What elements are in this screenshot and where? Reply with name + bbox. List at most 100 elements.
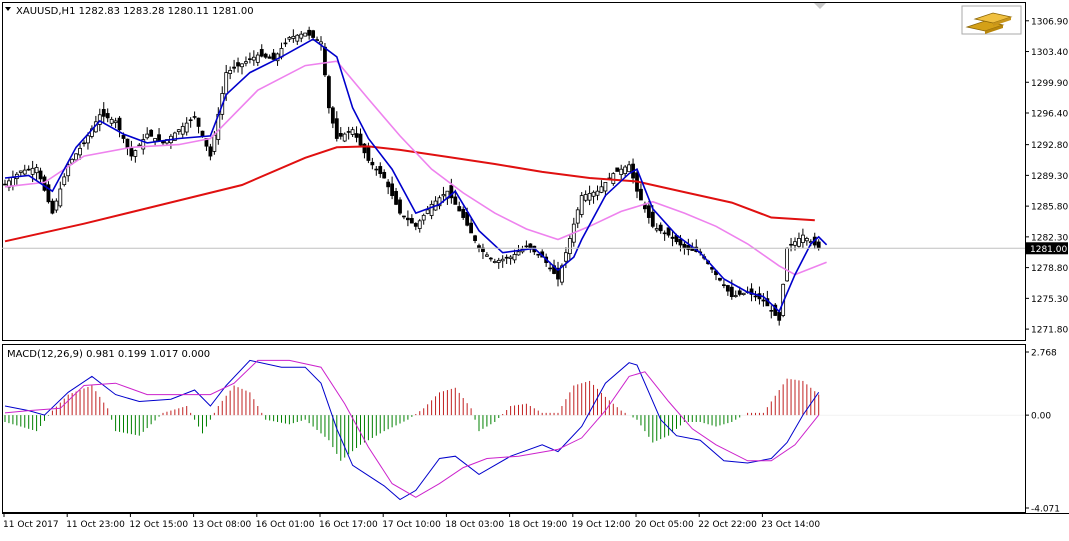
time-tick-label: 18 Oct 03:00 — [445, 520, 504, 530]
candle — [492, 258, 497, 264]
candle — [635, 170, 639, 199]
candle — [398, 197, 402, 216]
candle — [461, 206, 466, 220]
candle — [259, 44, 264, 58]
candle — [319, 36, 323, 51]
candle — [291, 29, 296, 43]
candle — [524, 240, 529, 249]
candle — [753, 290, 758, 302]
candle — [654, 223, 659, 233]
candle — [10, 170, 15, 191]
candle — [362, 143, 367, 159]
candle — [623, 165, 628, 178]
ma-fast-line — [4, 38, 828, 313]
price-panel-frame — [2, 2, 1026, 341]
price-tick-label: 1278.80 — [1031, 264, 1068, 274]
candle — [228, 66, 233, 80]
current-price-label: 1281.00 — [1030, 245, 1067, 255]
candle — [46, 181, 51, 204]
candle — [247, 52, 252, 64]
ma-slow-line — [4, 145, 815, 243]
price-tick-label: 1299.90 — [1031, 79, 1068, 89]
candle — [449, 178, 454, 204]
candle — [670, 230, 675, 247]
candle — [133, 149, 138, 163]
candle — [38, 167, 43, 184]
price-tick-label: 1296.40 — [1031, 110, 1068, 120]
candle — [413, 222, 418, 231]
candle — [236, 57, 240, 73]
price-tick-label: 1271.80 — [1031, 326, 1068, 336]
candle — [429, 200, 434, 220]
candle — [481, 243, 485, 260]
candle — [307, 26, 312, 40]
macd-lines — [4, 359, 820, 501]
candle — [303, 32, 308, 37]
candle — [370, 157, 375, 170]
candle — [326, 74, 331, 114]
chart-menu-triangle-icon[interactable] — [814, 3, 826, 9]
candle — [82, 140, 86, 147]
candle — [390, 176, 395, 200]
candle — [330, 106, 335, 129]
price-tick-label: 1282.30 — [1031, 233, 1068, 243]
price-scale: 1306.90 1303.40 1299.90 1296.40 1292.80 1289.… — [1025, 17, 1068, 336]
candlestick-series — [3, 26, 821, 326]
candle — [22, 164, 27, 176]
candle — [797, 232, 801, 248]
candle — [536, 253, 541, 258]
candle — [773, 303, 778, 316]
time-tick-label: 11 Oct 23:00 — [66, 520, 125, 530]
symbol-menu-icon[interactable] — [5, 7, 11, 11]
candle — [58, 181, 63, 208]
candle — [66, 161, 71, 182]
candle — [14, 172, 19, 185]
time-tick-label: 17 Oct 10:00 — [382, 520, 441, 530]
candle — [741, 292, 746, 296]
candle — [469, 217, 474, 234]
candle — [129, 140, 134, 161]
moving-averages — [4, 38, 828, 313]
candle — [627, 160, 631, 173]
candle — [283, 38, 288, 47]
candle — [26, 165, 31, 171]
candle — [188, 117, 193, 128]
time-tick-label: 23 Oct 14:00 — [761, 520, 820, 530]
candle — [666, 227, 671, 238]
candle — [591, 190, 596, 204]
candle — [646, 201, 651, 224]
time-tick-label: 16 Oct 17:00 — [319, 520, 378, 530]
candle — [374, 166, 379, 176]
candle — [785, 247, 789, 282]
candle — [180, 122, 185, 138]
candle — [658, 222, 663, 234]
candle — [338, 127, 343, 140]
candle — [168, 133, 173, 149]
macd-tick-label: 2.768 — [1031, 349, 1057, 359]
candle — [3, 179, 7, 186]
candle — [615, 167, 620, 172]
time-tick-label: 12 Oct 15:00 — [129, 520, 188, 530]
candle — [789, 237, 793, 252]
candle — [50, 198, 55, 215]
candle — [295, 33, 300, 45]
candle — [184, 117, 189, 136]
candle — [255, 52, 260, 67]
candle — [473, 234, 477, 244]
candle — [718, 277, 722, 282]
candle — [192, 111, 197, 120]
candle — [579, 192, 584, 218]
price-tick-label: 1285.80 — [1031, 203, 1068, 213]
candle — [816, 239, 821, 251]
macd-header: MACD(12,26,9) 0.981 0.199 1.017 0.000 — [7, 349, 210, 360]
candle — [595, 185, 600, 201]
candle — [263, 52, 268, 59]
candle — [508, 255, 513, 265]
candle — [137, 142, 142, 147]
candle — [113, 117, 118, 129]
candle — [500, 255, 505, 268]
candle — [125, 138, 130, 156]
price-tick-label: 1303.40 — [1031, 48, 1068, 58]
